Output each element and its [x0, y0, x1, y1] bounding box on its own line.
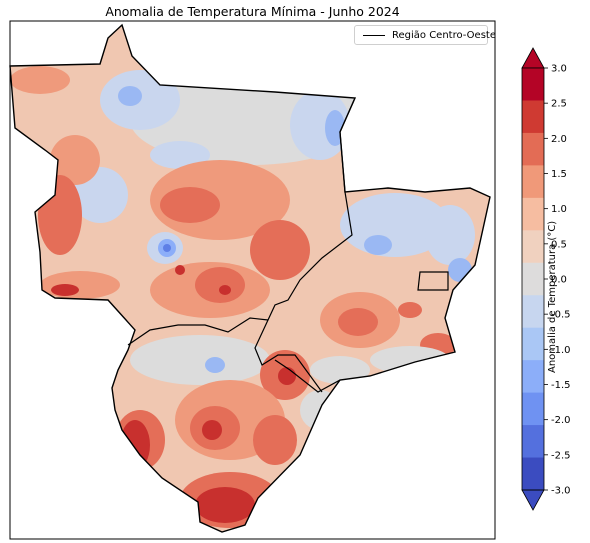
colorbar-cell: [522, 165, 544, 199]
border-df: [417, 271, 449, 291]
border-mt-ms: [127, 317, 269, 346]
colorbar-tick-label: -1.0: [551, 345, 571, 356]
colorbar-cell: [522, 100, 544, 134]
legend-line-swatch: [363, 35, 385, 36]
legend-label: Região Centro-Oeste: [392, 30, 496, 41]
colorbar-tick-label: -3.0: [551, 486, 571, 497]
colorbar-cell: [522, 197, 544, 231]
colorbar-extend-min: [521, 489, 545, 511]
colorbar-tick-label: -2.5: [551, 450, 571, 461]
colorbar-tick-label: -0.5: [551, 310, 571, 321]
colorbar-cell: [522, 425, 544, 459]
map-legend: Região Centro-Oeste: [354, 25, 496, 45]
colorbar-tick-label: 0.5: [551, 239, 567, 250]
colorbar-cell: [522, 68, 544, 101]
colorbar-extend-max: [521, 47, 545, 69]
colorbar-tick-label: 0.0: [551, 275, 567, 286]
colorbar-cell: [522, 392, 544, 426]
colorbar-cell: [522, 360, 544, 394]
colorbar-cell: [522, 230, 544, 264]
colorbar-cell: [522, 457, 544, 491]
colorbar-tick-label: 1.5: [551, 169, 567, 180]
colorbar-tick-label: 1.0: [551, 204, 567, 215]
colorbar-cell: [522, 327, 544, 361]
border-go-ms: [274, 359, 341, 393]
colorbar-cell: [522, 262, 544, 296]
colorbar-cell: [522, 295, 544, 329]
border-mt-go: [254, 97, 356, 393]
colorbar-tick-label: 2.0: [551, 134, 567, 145]
colorbar-tick-label: -1.5: [551, 380, 571, 391]
colorbar-tick-label: 2.5: [551, 99, 567, 110]
colorbar-tick-label: 3.0: [551, 64, 567, 75]
colorbar-cell: [522, 132, 544, 166]
map-title: Anomalia de Temperatura Mínima - Junho 2…: [105, 4, 400, 19]
colorbar-label: Anomalia de Temperatura (°C): [547, 220, 558, 373]
state-borders: [127, 97, 449, 393]
colorbar-tick-label: -2.0: [551, 415, 571, 426]
